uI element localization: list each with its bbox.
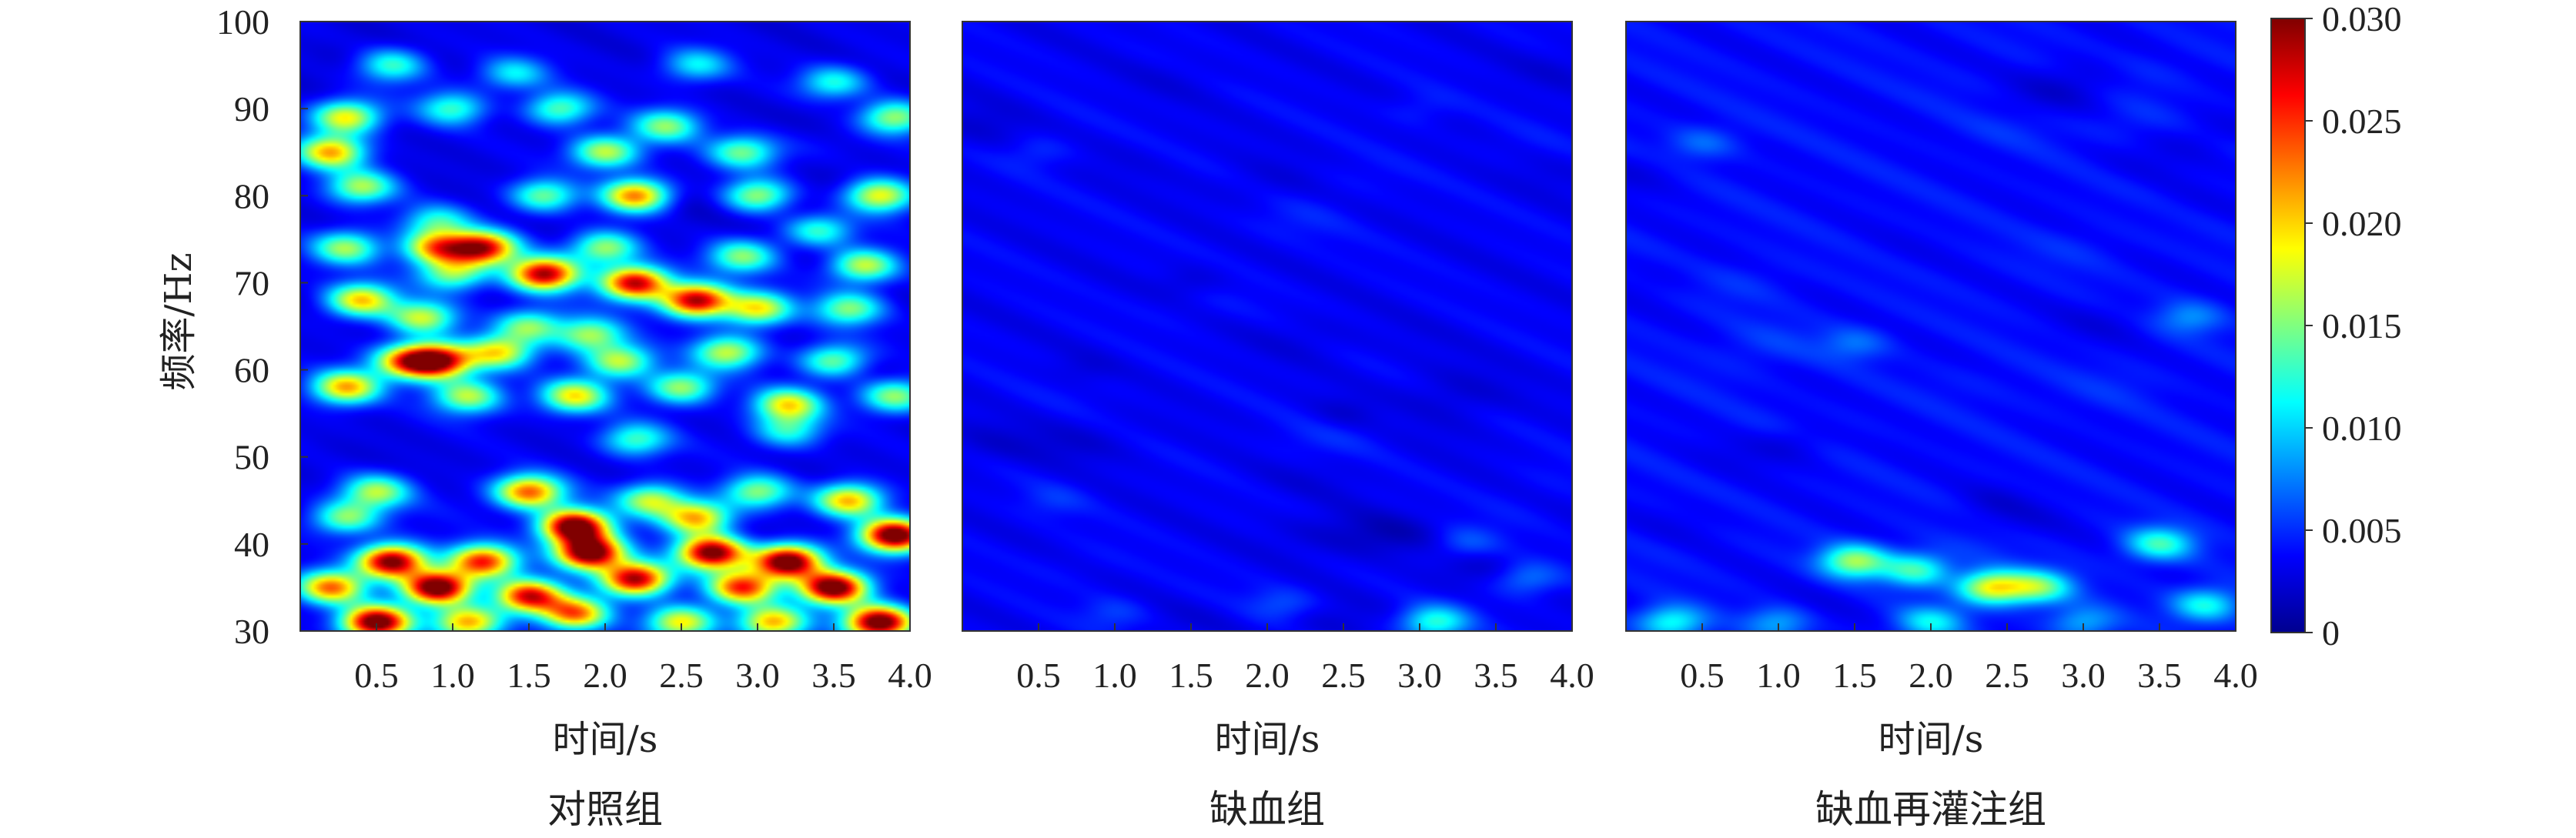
x-tick-label: 3.0: [2061, 656, 2106, 695]
x-axis-label-ischemia: 时间/s: [1215, 718, 1320, 761]
x-tick-label: 4.0: [1550, 656, 1594, 695]
x-axis-label-reperfusion: 时间/s: [1878, 718, 1984, 761]
x-tick-label: 3.0: [1397, 656, 1442, 695]
x-tick-label: 1.0: [1756, 656, 1801, 695]
panel-title-control: 对照组: [547, 787, 663, 832]
x-tick-label: 2.0: [1909, 656, 1953, 695]
x-tick-label: 0.5: [1680, 656, 1725, 695]
heatmap-ischemia-group: [962, 22, 1572, 631]
colorbar-tick-label: 0: [2322, 613, 2340, 653]
x-tick-label: 1.0: [1092, 656, 1137, 695]
colorbar-tick-label: 0.030: [2322, 0, 2402, 38]
x-ticks-control: 0.5 1.0 1.5 2.0 2.5 3.0 3.5 4.0: [354, 623, 932, 695]
y-tick-label: 90: [234, 89, 269, 129]
x-ticks-reperfusion: 0.5 1.0 1.5 2.0 2.5 3.0 3.5 4.0: [1680, 623, 2258, 695]
colorbar-ticks: 0.030 0.025 0.020 0.015 0.010 0.005 0: [2305, 0, 2402, 653]
panel-control-group: 0.5 1.0 1.5 2.0 2.5 3.0 3.5 4.0 时间/s 对照组: [299, 21, 932, 832]
y-tick-label: 40: [234, 525, 269, 564]
x-axis-label-control: 时间/s: [553, 718, 658, 761]
panel-title-reperfusion: 缺血再灌注组: [1815, 787, 2046, 832]
colorbar: 0.030 0.025 0.020 0.015 0.010 0.005 0: [2270, 0, 2402, 653]
panel-reperfusion-group: 0.5 1.0 1.5 2.0 2.5 3.0 3.5 4.0 时间/s 缺血再灌注组: [1625, 21, 2258, 832]
y-tick-label: 80: [234, 176, 269, 215]
colorbar-tick-label: 0.015: [2322, 306, 2402, 346]
y-tick-label: 60: [234, 351, 269, 390]
panel-ischemia-group: 0.5 1.0 1.5 2.0 2.5 3.0 3.5 4.0 时间/s 缺血组: [962, 21, 1594, 832]
x-tick-label: 0.5: [354, 656, 399, 695]
x-tick-label: 3.5: [811, 656, 856, 695]
y-tick-label: 50: [234, 438, 269, 477]
x-tick-label: 3.5: [2137, 656, 2182, 695]
x-tick-label: 4.0: [2213, 656, 2258, 695]
x-tick-label: 1.0: [430, 656, 475, 695]
colorbar-gradient: [2270, 18, 2306, 633]
x-tick-label: 0.5: [1016, 656, 1061, 695]
x-tick-label: 2.5: [1985, 656, 2029, 695]
x-tick-label: 2.0: [1245, 656, 1290, 695]
x-tick-label: 1.5: [1832, 656, 1877, 695]
x-tick-label: 3.0: [735, 656, 780, 695]
colorbar-tick-label: 0.025: [2322, 102, 2402, 141]
y-axis-label: 频率/Hz: [157, 252, 200, 390]
y-tick-label: 30: [234, 612, 269, 651]
y-tick-label: 70: [234, 263, 269, 302]
x-tick-label: 2.5: [1321, 656, 1366, 695]
colorbar-tick-label: 0.020: [2322, 204, 2402, 243]
y-ticks: 30 40 50 60 70 80 90 100: [216, 2, 308, 651]
x-tick-label: 4.0: [888, 656, 932, 695]
heatmap-reperfusion-group: [1626, 22, 2236, 631]
colorbar-tick-label: 0.005: [2322, 511, 2402, 550]
colorbar-tick-label: 0.010: [2322, 409, 2402, 448]
x-ticks-ischemia: 0.5 1.0 1.5 2.0 2.5 3.0 3.5 4.0: [1016, 623, 1594, 695]
x-tick-label: 2.5: [659, 656, 704, 695]
heatmap-control-group: [300, 22, 910, 631]
panel-title-ischemia: 缺血组: [1209, 787, 1325, 832]
x-tick-label: 1.5: [507, 656, 551, 695]
x-tick-label: 2.0: [583, 656, 627, 695]
x-tick-label: 1.5: [1169, 656, 1213, 695]
x-tick-label: 3.5: [1474, 656, 1518, 695]
y-tick-label: 100: [216, 2, 269, 42]
